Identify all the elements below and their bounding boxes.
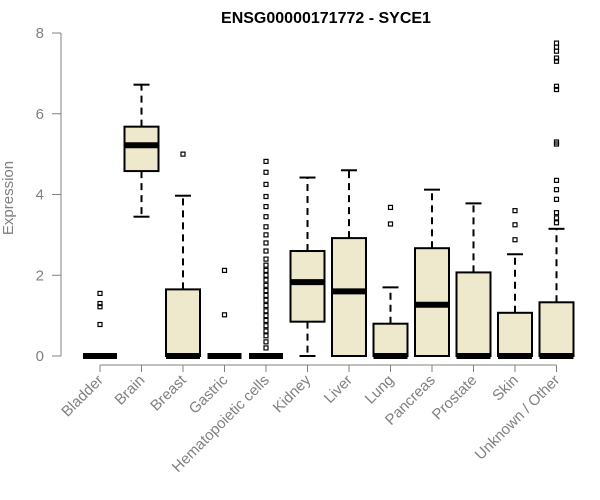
outlier-point: [553, 48, 560, 54]
outlier-point: [263, 169, 269, 175]
outlier-point: [263, 267, 269, 274]
box-iqr: [372, 322, 409, 358]
outlier-point: [263, 333, 269, 339]
outlier-point: [263, 317, 269, 324]
outlier-point: [553, 44, 560, 50]
outlier-point: [387, 204, 394, 211]
y-axis-label: Expression: [0, 161, 17, 235]
box-kidney: [289, 176, 326, 357]
outlier-point: [263, 282, 269, 288]
outlier-point: [263, 292, 269, 299]
box-iqr: [455, 271, 492, 357]
outlier-point: [263, 328, 269, 334]
box-liver: [331, 169, 367, 357]
outlier-point: [263, 339, 269, 345]
outlier-point: [263, 240, 269, 246]
outlier-point: [263, 232, 269, 238]
box-iqr: [497, 311, 533, 357]
box-unknown-other: [538, 40, 575, 359]
x-tick-label: Breast: [147, 371, 190, 414]
x-tick-label: Prostate: [429, 372, 481, 424]
outlier-point: [263, 287, 269, 294]
x-tick-label: Skin: [489, 372, 522, 405]
outlier-point: [553, 220, 560, 226]
box-iqr: [165, 288, 201, 358]
x-tick-label: Brain: [112, 372, 149, 409]
outlier-point: [263, 193, 269, 200]
y-tick-label: 6: [36, 106, 44, 123]
outlier-point: [263, 308, 269, 314]
outlier-point: [263, 181, 269, 188]
box-pancreas: [414, 188, 450, 357]
y-tick-label: 0: [36, 348, 44, 365]
outlier-point: [263, 313, 269, 319]
chart-title: ENSG00000171772 - SYCE1: [221, 10, 431, 27]
box-iqr: [538, 301, 575, 357]
box-brain: [123, 83, 160, 218]
box-skin: [497, 208, 533, 359]
box-lung: [372, 204, 409, 359]
outlier-point: [97, 321, 103, 328]
box-bladder: [83, 290, 117, 359]
box-iqr: [289, 250, 326, 323]
outlier-point: [263, 204, 269, 210]
outlier-point: [263, 297, 269, 303]
outlier-point: [553, 139, 560, 145]
outlier-point: [263, 256, 269, 262]
outlier-point: [553, 83, 560, 89]
outlier-point: [512, 222, 518, 228]
y-tick-label: 2: [36, 267, 44, 284]
outlier-point: [263, 224, 269, 230]
outlier-point: [263, 272, 269, 278]
outlier-point: [553, 196, 560, 202]
outlier-point: [97, 304, 103, 310]
box-gastric: [207, 267, 242, 359]
box-prostate: [455, 202, 492, 359]
x-tick-label: Lung: [362, 372, 398, 408]
outlier-point: [263, 323, 269, 329]
outlier-point: [263, 302, 269, 309]
outlier-point: [553, 55, 560, 61]
outlier-point: [512, 237, 518, 243]
y-axis: 0 2 4 6 8: [36, 25, 62, 365]
outlier-point: [180, 151, 186, 157]
outlier-point: [553, 215, 560, 221]
box-iqr: [331, 237, 367, 357]
outlier-point: [553, 40, 560, 46]
box-hematopoietic-cells: [249, 158, 283, 359]
outlier-point: [263, 345, 269, 351]
outlier-point: [97, 290, 103, 297]
outlier-point: [553, 177, 560, 183]
outlier-point: [221, 267, 228, 274]
outlier-point: [387, 221, 394, 227]
x-tick-label: Bladder: [58, 372, 107, 421]
outlier-point: [263, 262, 269, 268]
y-tick-label: 8: [36, 25, 44, 42]
plot-area: [83, 40, 575, 359]
outlier-point: [221, 312, 228, 318]
outlier-point: [263, 248, 269, 254]
outlier-point: [97, 300, 103, 307]
outlier-point: [512, 208, 518, 214]
box-breast: [165, 151, 201, 359]
box-iqr: [123, 125, 160, 173]
outlier-point: [553, 187, 560, 193]
x-tick-label: Kidney: [270, 371, 315, 416]
outlier-point: [263, 214, 269, 220]
outlier-point: [263, 158, 269, 164]
y-tick-label: 4: [36, 187, 44, 204]
outlier-point: [553, 210, 560, 216]
outlier-point: [553, 86, 560, 93]
x-tick-label: Liver: [321, 372, 356, 407]
outlier-point: [263, 277, 269, 283]
outlier-point: [553, 58, 560, 64]
